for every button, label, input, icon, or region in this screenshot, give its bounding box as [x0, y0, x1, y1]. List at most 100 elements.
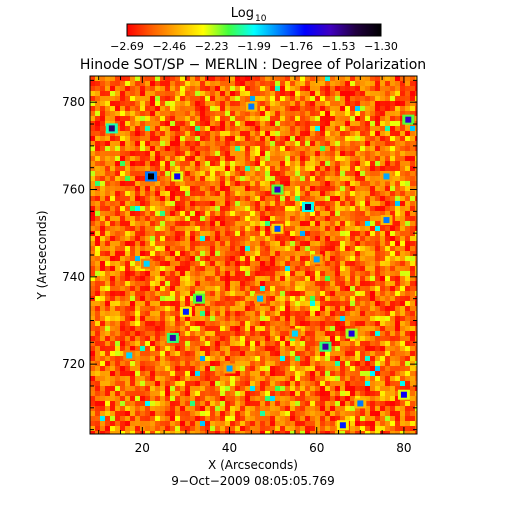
heatmap-cell	[265, 266, 270, 271]
heatmap-cell	[265, 171, 270, 176]
heatmap-cell	[170, 86, 175, 91]
heatmap-cell	[90, 201, 95, 206]
heatmap-cell	[250, 286, 255, 291]
heatmap-cell	[410, 261, 415, 266]
heatmap-cell	[320, 131, 325, 136]
heatmap-cell	[260, 136, 265, 141]
heatmap-cell	[210, 286, 215, 291]
heatmap-cell	[265, 241, 270, 246]
heatmap-cell	[350, 131, 355, 136]
heatmap-cell	[350, 101, 355, 106]
heatmap-cell	[360, 351, 365, 356]
heatmap-cell	[240, 181, 245, 186]
heatmap-cell	[275, 196, 280, 201]
heatmap-cell	[145, 166, 150, 171]
heatmap-cell	[370, 211, 375, 216]
heatmap-cell	[365, 176, 370, 181]
heatmap-cell	[280, 241, 285, 246]
heatmap-cell	[175, 276, 180, 281]
heatmap-cell	[370, 231, 375, 236]
heatmap-cell	[180, 281, 185, 286]
heatmap-cell	[340, 211, 345, 216]
heatmap-cell	[400, 91, 405, 96]
heatmap-cell	[410, 351, 415, 356]
heatmap-cell	[285, 81, 290, 86]
heatmap-cell	[255, 421, 260, 426]
heatmap-cell	[330, 381, 335, 386]
heatmap-cell	[200, 101, 205, 106]
heatmap-cell	[260, 251, 265, 256]
heatmap-cell	[230, 386, 235, 391]
heatmap-cell	[365, 306, 370, 311]
heatmap-cell	[140, 236, 145, 241]
heatmap-cell	[165, 291, 170, 296]
heatmap-cell	[205, 391, 210, 396]
heatmap-cell	[155, 146, 160, 151]
heatmap-cell	[285, 266, 290, 271]
heatmap-cell	[415, 391, 417, 396]
heatmap-cell	[380, 131, 385, 136]
heatmap-cell	[165, 246, 170, 251]
heatmap-cell	[205, 81, 210, 86]
heatmap-cell	[275, 266, 280, 271]
heatmap-cell	[295, 86, 300, 91]
heatmap-cell	[350, 261, 355, 266]
heatmap-cell	[405, 331, 410, 336]
heatmap-cell	[100, 211, 105, 216]
heatmap-cell	[155, 351, 160, 356]
heatmap-cell	[355, 316, 360, 321]
heatmap-cell	[145, 321, 150, 326]
heatmap-cell	[385, 381, 390, 386]
heatmap-cell	[300, 351, 305, 356]
heatmap-cell	[315, 196, 320, 201]
heatmap-cell	[275, 161, 280, 166]
heatmap-cell	[95, 196, 100, 201]
heatmap-cell	[345, 286, 350, 291]
heatmap-cell	[120, 236, 125, 241]
heatmap-cell	[115, 316, 120, 321]
heatmap-cell	[240, 131, 245, 136]
heatmap-cell	[160, 331, 165, 336]
heatmap-cell	[240, 281, 245, 286]
heatmap-cell	[315, 286, 320, 291]
heatmap-cell	[145, 381, 150, 386]
heatmap-cell	[375, 266, 380, 271]
heatmap-cell	[95, 241, 100, 246]
heatmap-cell	[285, 181, 290, 186]
heatmap-cell	[315, 236, 320, 241]
heatmap-cell	[100, 336, 105, 341]
heatmap-cell	[145, 111, 150, 116]
heatmap-cell	[350, 311, 355, 316]
heatmap-cell	[225, 121, 230, 126]
heatmap-cell	[370, 181, 375, 186]
heatmap-cell	[340, 171, 345, 176]
heatmap-cell	[305, 261, 310, 266]
heatmap-cell	[375, 426, 380, 431]
heatmap-cell	[270, 301, 275, 306]
heatmap-cell	[335, 76, 340, 81]
heatmap-cell	[255, 226, 260, 231]
heatmap-cell	[145, 301, 150, 306]
heatmap-cell	[400, 176, 405, 181]
heatmap-cell	[200, 141, 205, 146]
heatmap-cell	[345, 121, 350, 126]
heatmap-cell	[390, 296, 395, 301]
heatmap-cell	[365, 231, 370, 236]
heatmap-cell	[320, 416, 325, 421]
heatmap-cell	[195, 91, 200, 96]
heatmap-cell	[175, 151, 180, 156]
heatmap-cell	[260, 336, 265, 341]
heatmap-cell	[240, 101, 245, 106]
heatmap-cell	[245, 196, 250, 201]
heatmap-cell	[360, 251, 365, 256]
heatmap-cell	[255, 386, 260, 391]
heatmap-cell	[270, 326, 275, 331]
heatmap-cell	[165, 101, 170, 106]
heatmap-cell	[380, 81, 385, 86]
heatmap-cell	[220, 286, 225, 291]
heatmap-cell	[105, 176, 110, 181]
heatmap-cell	[275, 221, 280, 226]
heatmap-cell	[390, 316, 395, 321]
heatmap-cell	[245, 201, 250, 206]
heatmap-cell	[155, 86, 160, 91]
